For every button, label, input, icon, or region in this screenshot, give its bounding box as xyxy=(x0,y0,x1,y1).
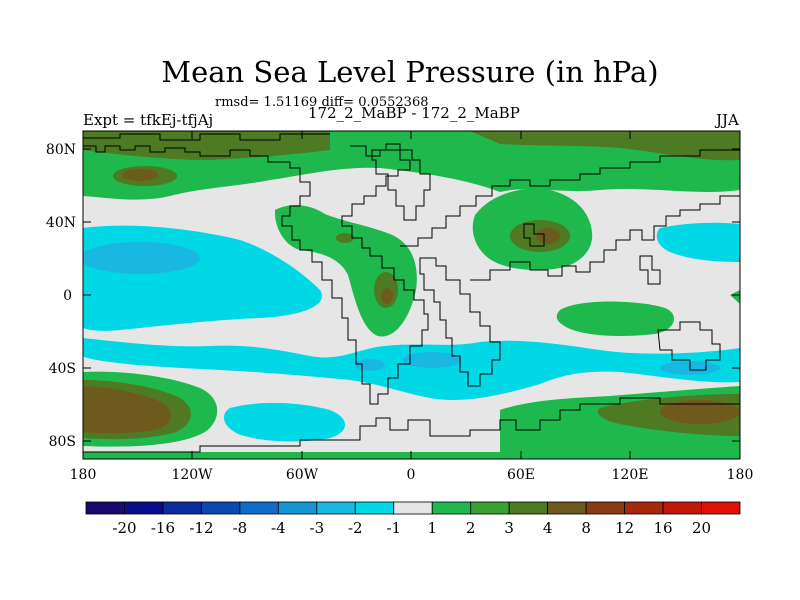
colorbar-label: 20 xyxy=(692,519,711,537)
lon-labels: 180 120W 60W 0 60E 120E 180 xyxy=(70,467,754,483)
colorbar-label: -2 xyxy=(348,519,363,537)
colorbar-swatch xyxy=(201,501,241,515)
coastline-layer xyxy=(83,133,740,453)
colorbar-swatch xyxy=(470,501,510,515)
colorbar-label: 8 xyxy=(581,519,591,537)
colorbar-label: 1 xyxy=(427,519,437,537)
colorbar-label: -20 xyxy=(112,519,136,537)
colorbar-label: -12 xyxy=(189,519,213,537)
colorbar-swatch xyxy=(547,501,587,515)
lat-labels: 80N 40N 0 40S 80S xyxy=(46,142,76,450)
colorbar-label: 3 xyxy=(504,519,514,537)
colorbar-swatch xyxy=(701,501,741,515)
colorbar-swatch xyxy=(624,501,664,515)
colorbar-label: -8 xyxy=(233,519,248,537)
colorbar-label: 16 xyxy=(654,519,673,537)
lat-label: 0 xyxy=(63,288,72,304)
colorbar-swatch xyxy=(239,501,279,515)
contour-fill-layer xyxy=(83,131,740,459)
lon-label: 0 xyxy=(407,467,416,483)
page-title: Mean Sea Level Pressure (in hPa) xyxy=(161,55,659,89)
colorbar-label: -16 xyxy=(151,519,175,537)
colorbar-swatch xyxy=(585,501,625,515)
colorbar-swatch xyxy=(431,501,472,515)
colorbar xyxy=(85,501,741,515)
lon-label: 120W xyxy=(171,467,213,483)
colorbar-swatch xyxy=(354,501,395,515)
colorbar-label: -1 xyxy=(386,519,401,537)
colorbar-swatch xyxy=(393,501,433,515)
lat-label: 40N xyxy=(46,215,76,231)
colorbar-swatch xyxy=(662,501,702,515)
lat-label: 80S xyxy=(49,434,76,450)
colorbar-label: -4 xyxy=(271,519,286,537)
lon-label: 60W xyxy=(286,467,319,483)
lon-tick-marks xyxy=(191,131,631,459)
colorbar-labels: -20 -16 -12 -8 -4 -3 -2 -1 1 2 3 4 8 12 16 20 xyxy=(112,519,711,537)
experiment-label: Expt = tfkEj-tfjAj xyxy=(83,111,214,129)
comparison-subtitle: 172_2_MaBP - 172_2_MaBP xyxy=(308,104,520,122)
lon-label: 180 xyxy=(70,467,97,483)
colorbar-swatch xyxy=(162,501,202,515)
colorbar-swatch xyxy=(85,501,125,515)
lon-label: 60E xyxy=(507,467,535,483)
lon-label: 180 xyxy=(727,467,754,483)
colorbar-label: 4 xyxy=(543,519,553,537)
colorbar-label: 12 xyxy=(615,519,634,537)
lat-tick-marks xyxy=(83,148,740,442)
colorbar-label: 2 xyxy=(466,519,476,537)
colorbar-label: -3 xyxy=(310,519,325,537)
season-label: JJA xyxy=(716,111,739,129)
lat-label: 80N xyxy=(46,142,76,158)
colorbar-swatch xyxy=(508,501,549,515)
stats-text: rmsd= 1.51169 diff= 0.0552368 xyxy=(215,95,429,110)
colorbar-swatch xyxy=(316,501,356,515)
lon-label: 120E xyxy=(612,467,649,483)
lat-label: 40S xyxy=(49,361,76,377)
colorbar-swatch xyxy=(124,501,164,515)
colorbar-swatch xyxy=(277,501,318,515)
